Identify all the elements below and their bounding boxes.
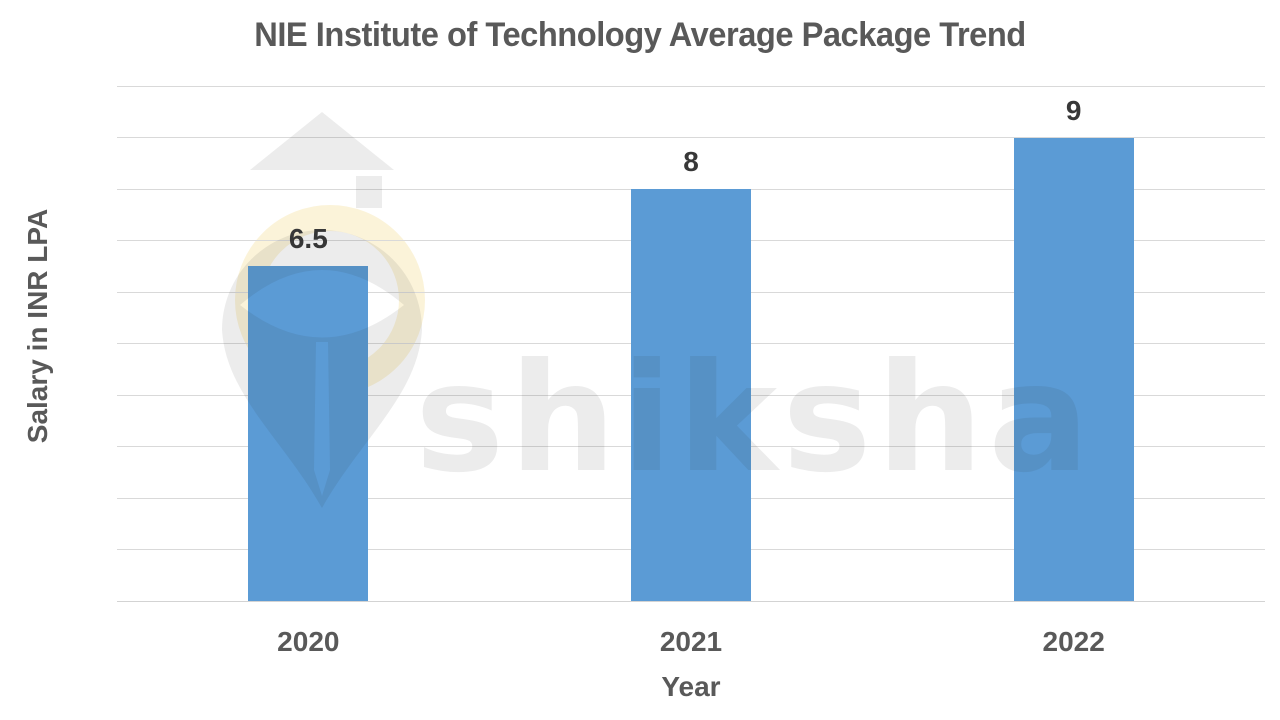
x-axis-title: Year xyxy=(661,671,721,702)
gridline-y-9 xyxy=(117,137,1265,138)
x-tick-label-2020: 2020 xyxy=(277,626,340,657)
plot-area: 6.5 8 9 xyxy=(117,85,1265,602)
chart-title: NIE Institute of Technology Average Pack… xyxy=(254,16,1026,54)
bar-2022 xyxy=(1013,137,1134,601)
x-tick-label-2021: 2021 xyxy=(659,626,723,657)
bar-value-label-2021: 8 xyxy=(683,146,699,177)
gridline-y-10 xyxy=(117,85,1265,87)
gridline-y-0 xyxy=(117,600,1265,602)
bar-2021 xyxy=(631,189,751,601)
bar-value-label-2022: 9 xyxy=(1065,94,1082,126)
x-tick-label-2022: 2022 xyxy=(1042,626,1105,657)
bar-2020 xyxy=(248,266,369,601)
bar-value-label-2020: 6.5 xyxy=(288,223,328,255)
y-axis-title: Salary in INR LPA xyxy=(22,208,53,444)
